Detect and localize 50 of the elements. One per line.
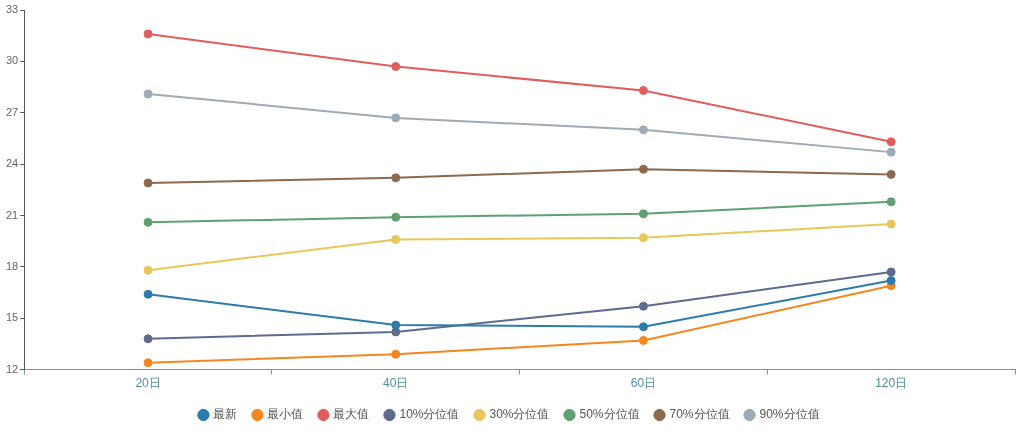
point [638,301,648,311]
point [391,234,401,244]
x-tick-label: 40日 [383,376,409,391]
x-tick-label: 20日 [135,376,161,391]
point [143,178,153,188]
point [886,267,896,277]
y-tick-label: 21 [5,208,19,221]
point [143,334,153,344]
y-tick-label: 30 [5,54,19,67]
y-tick-label: 18 [5,259,19,272]
point [391,113,401,123]
point [143,217,153,227]
legend-label: 50%分位值 [579,407,640,422]
point [638,233,648,243]
x-tick-label: 120日 [875,376,908,391]
y-tick-label: 24 [5,157,19,170]
legend-label: 30%分位值 [489,407,550,422]
point [886,147,896,157]
point [143,89,153,99]
point [886,276,896,286]
legend-label: 最小值 [267,407,304,422]
point [886,169,896,179]
point [143,265,153,275]
point [638,125,648,135]
legend-label: 90%分位值 [759,407,820,422]
y-tick-label: 12 [5,362,19,375]
point [391,173,401,183]
point [391,320,401,330]
point [143,29,153,39]
point [886,197,896,207]
point [638,322,648,332]
y-tick-label: 33 [5,3,19,16]
legend-label: 最大值 [333,407,370,422]
point [638,85,648,95]
point [638,164,648,174]
legend-label: 10%分位值 [399,407,460,422]
legend-label: 最新 [213,407,238,422]
point [391,212,401,222]
point [638,209,648,219]
x-tick-label: 60日 [630,376,657,391]
point [886,137,896,147]
point [886,219,896,229]
point [391,62,401,72]
point [638,335,648,345]
point [143,289,153,299]
y-tick-label: 15 [5,311,19,324]
point [143,358,153,368]
point [391,349,401,359]
legend-label: 70%分位值 [669,407,730,422]
y-tick-label: 27 [5,105,19,118]
